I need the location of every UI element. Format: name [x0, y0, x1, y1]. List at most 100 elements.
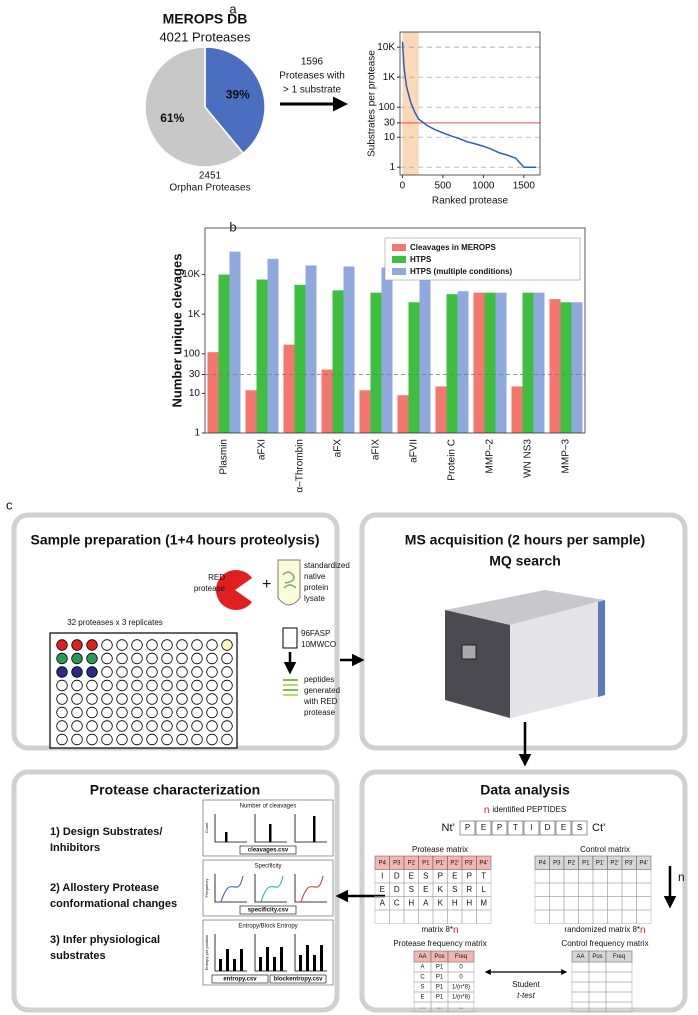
well [131, 666, 143, 678]
ms-instrument-stripe [598, 600, 605, 697]
label: Protease frequency matrix [393, 939, 486, 948]
mini-title: Specificity [254, 864, 281, 870]
header-text: Pos [434, 954, 444, 960]
well [56, 639, 68, 651]
cell-text: E [452, 872, 457, 881]
x-tick-label: MMP–3 [561, 439, 572, 474]
filter [282, 627, 298, 649]
label: 32 proteases x 3 replicates [67, 618, 163, 627]
x-tick-label: Protein C [447, 439, 458, 481]
well [161, 639, 173, 651]
plus: + [262, 576, 271, 593]
label: native [304, 572, 326, 581]
well [71, 693, 83, 705]
value-label: 61% [160, 111, 184, 125]
well [116, 733, 128, 746]
list-item: 1) Design Substrates/ [50, 826, 162, 838]
label: identified PEPTIDES [492, 805, 566, 814]
bar [560, 302, 572, 433]
cell [571, 820, 588, 836]
data-line [401, 41, 536, 168]
mini-bar [269, 824, 272, 842]
well [56, 706, 68, 719]
well [71, 720, 83, 732]
header-text: P3’ [625, 861, 634, 867]
legend-swatch [392, 256, 406, 263]
y-tick-label: 30 [189, 369, 201, 380]
bar [283, 344, 295, 433]
bar [533, 292, 545, 433]
x-axis-label: Ranked protease [432, 196, 509, 207]
well [206, 733, 218, 746]
mini-ylabel: Entropy per position [204, 935, 209, 971]
well [161, 706, 173, 719]
mini-bar [233, 959, 236, 971]
header-text: P1’ [596, 861, 605, 867]
well [101, 666, 113, 678]
well [86, 666, 98, 678]
well [206, 693, 218, 705]
cell-text: C [394, 899, 400, 908]
well [56, 666, 68, 678]
file-box [239, 845, 297, 855]
bar [305, 265, 317, 433]
cell-text: S [409, 885, 414, 894]
box-title: MQ search [489, 553, 561, 569]
well [206, 639, 218, 651]
well [221, 733, 233, 746]
well [176, 693, 188, 705]
mini-title: Number of cleavages [240, 804, 297, 810]
cell-text: D [545, 823, 551, 832]
panel-label: a [229, 1, 237, 16]
n-label: n [640, 925, 646, 936]
well [56, 720, 68, 732]
cell-text: T [513, 823, 518, 832]
well [101, 720, 113, 732]
y-tick-label: 30 [384, 118, 396, 129]
well [131, 652, 143, 665]
label: protease [304, 708, 336, 717]
mini-bar [280, 947, 283, 971]
cell-text: P1 [436, 975, 444, 981]
label: protease [194, 584, 226, 593]
well [206, 652, 218, 665]
mini-ylabel: Frequency [204, 879, 209, 898]
box-title: Sample preparation (1+4 hours proteolysi… [30, 532, 319, 548]
cell-text: 1/(n*8) [452, 985, 470, 991]
cell-text: H [408, 899, 414, 908]
well [101, 693, 113, 705]
annotation: Orphan Proteases [169, 183, 250, 194]
label: Student [512, 980, 540, 989]
label: standardized [304, 561, 350, 570]
cell-text: ... [420, 1005, 425, 1011]
well [86, 733, 98, 746]
list-item: 2) Allostery Protease [50, 882, 159, 894]
x-tick-label: 500 [435, 181, 452, 192]
cell-text: T [481, 872, 486, 881]
cell-text: 0 [459, 965, 463, 971]
panel-label: b [229, 219, 236, 234]
bar [267, 258, 279, 433]
cell [555, 820, 572, 836]
label: matrix 8*n [421, 925, 458, 936]
bar [549, 299, 561, 433]
label: lysate [304, 594, 325, 603]
bar [359, 390, 371, 433]
x-tick-label: aFXI [257, 439, 268, 460]
label: with RED [303, 697, 338, 706]
cell [507, 820, 524, 836]
well [116, 706, 128, 719]
cell-text: L [482, 885, 487, 894]
file-name: blockentropy.csv [274, 977, 324, 983]
label: t-test [517, 991, 536, 1000]
mini-axes [254, 934, 287, 972]
bar [229, 251, 241, 433]
label: Ct’ [592, 822, 605, 834]
x-tick-label: α–Thrombin [295, 439, 306, 493]
panel-box [359, 769, 688, 1013]
well [146, 706, 158, 719]
x-tick-label: 1000 [472, 181, 495, 192]
header-text: P2 [568, 861, 576, 867]
mini-bar [266, 947, 269, 971]
